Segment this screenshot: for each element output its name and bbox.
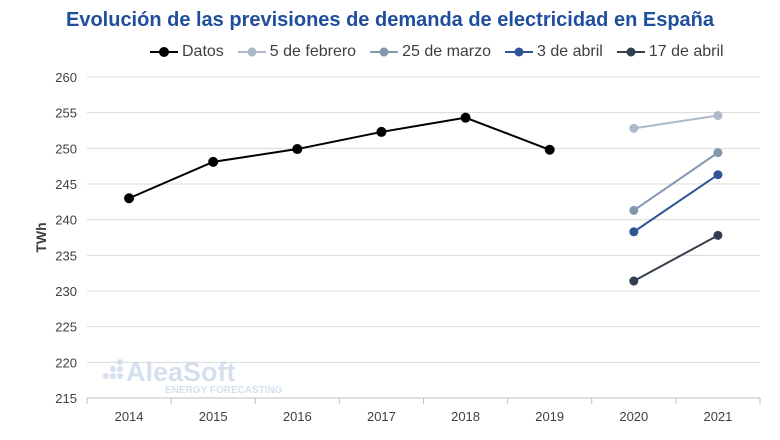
- data-point: [292, 144, 303, 155]
- legend-label: 17 de abril: [648, 43, 724, 60]
- legend-item: 5 de febrero: [237, 43, 357, 61]
- watermark-brand: AleaSoft: [126, 357, 236, 387]
- x-tick-label: 2015: [199, 409, 228, 424]
- data-point: [629, 205, 639, 215]
- legend-label: 25 de marzo: [402, 43, 492, 60]
- legend-item: 3 de abril: [505, 43, 603, 61]
- legend-item: 25 de marzo: [370, 43, 491, 61]
- data-point: [629, 123, 639, 133]
- legend-marker: [616, 47, 645, 57]
- legend-marker: [150, 47, 178, 57]
- watermark-dot: [110, 373, 116, 379]
- chart-title: Evolución de las previsiones de demanda …: [65, 9, 714, 31]
- legend-marker: [237, 47, 266, 57]
- watermark-dot: [117, 366, 123, 372]
- legend-label: 3 de abril: [537, 43, 603, 60]
- watermark-dot: [110, 366, 116, 372]
- y-axis-label: TWh: [33, 222, 49, 252]
- y-tick-label: 245: [55, 177, 77, 192]
- data-point: [124, 193, 135, 204]
- x-tick-label: 2020: [619, 409, 648, 424]
- y-tick-label: 220: [55, 355, 77, 370]
- y-tick-label: 225: [55, 320, 77, 335]
- series-datos: [124, 112, 555, 204]
- series-line: [633, 234, 719, 282]
- legend-item: 17 de abril: [616, 43, 724, 61]
- data-point: [544, 144, 555, 155]
- series-line: [633, 114, 719, 130]
- data-point: [713, 230, 723, 240]
- series-3-de-abril: [629, 170, 723, 237]
- x-tick-label: 2019: [535, 409, 564, 424]
- y-tick-label: 240: [55, 213, 77, 228]
- watermark-dot: [103, 373, 109, 379]
- legend-label: Datos: [182, 43, 224, 60]
- x-tick-label: 2016: [283, 409, 312, 424]
- legend-item: Datos: [150, 43, 224, 61]
- x-tick-label: 2018: [451, 409, 480, 424]
- y-tick-label: 215: [55, 391, 77, 406]
- data-point: [376, 126, 387, 137]
- x-tick-label: 2021: [703, 409, 732, 424]
- legend-marker: [505, 47, 534, 57]
- series-line: [633, 151, 719, 212]
- legend: Datos 5 de febrero 25 de marzo 3 de abril 17…: [150, 43, 724, 61]
- legend-marker: [370, 47, 399, 57]
- watermark-dot: [117, 373, 123, 379]
- series-5-de-febrero: [629, 111, 723, 133]
- series-line: [128, 116, 551, 200]
- data-point: [208, 156, 219, 167]
- data-point: [629, 227, 639, 237]
- data-point: [713, 111, 723, 121]
- x-tick-label: 2014: [115, 409, 144, 424]
- y-tick-label: 230: [55, 284, 77, 299]
- series-17-de-abril: [629, 230, 723, 286]
- legend-label: 5 de febrero: [269, 43, 357, 60]
- x-tick-label: 2017: [367, 409, 396, 424]
- data-point: [460, 112, 471, 123]
- data-point: [629, 276, 639, 286]
- data-point: [713, 170, 723, 180]
- series-line: [633, 173, 719, 233]
- series-25-de-marzo: [629, 148, 723, 215]
- watermark-tagline: ENERGY FORECASTING: [165, 385, 283, 396]
- y-tick-label: 250: [55, 141, 77, 156]
- y-tick-label: 255: [55, 106, 77, 121]
- y-tick-label: 235: [55, 248, 77, 263]
- y-tick-label: 260: [55, 70, 77, 85]
- data-point: [713, 148, 723, 158]
